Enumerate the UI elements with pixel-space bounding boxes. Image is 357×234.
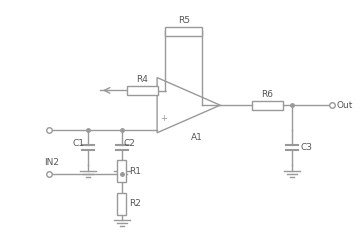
Bar: [126, 86, 158, 95]
Text: R5: R5: [178, 16, 190, 25]
Text: +: +: [161, 114, 167, 124]
Text: Out: Out: [336, 101, 353, 110]
Bar: [165, 27, 202, 36]
Text: C1: C1: [72, 139, 84, 148]
Text: R4: R4: [136, 75, 148, 84]
Text: C3: C3: [300, 143, 312, 152]
Bar: [117, 193, 126, 215]
Text: −: −: [161, 87, 167, 96]
Text: A1: A1: [191, 133, 202, 142]
Bar: [117, 160, 126, 182]
Text: IN2: IN2: [44, 158, 59, 167]
Text: C2: C2: [124, 139, 135, 148]
Text: R1: R1: [130, 167, 141, 176]
Bar: [252, 101, 283, 110]
Text: R2: R2: [130, 199, 141, 208]
Text: R6: R6: [261, 90, 273, 99]
